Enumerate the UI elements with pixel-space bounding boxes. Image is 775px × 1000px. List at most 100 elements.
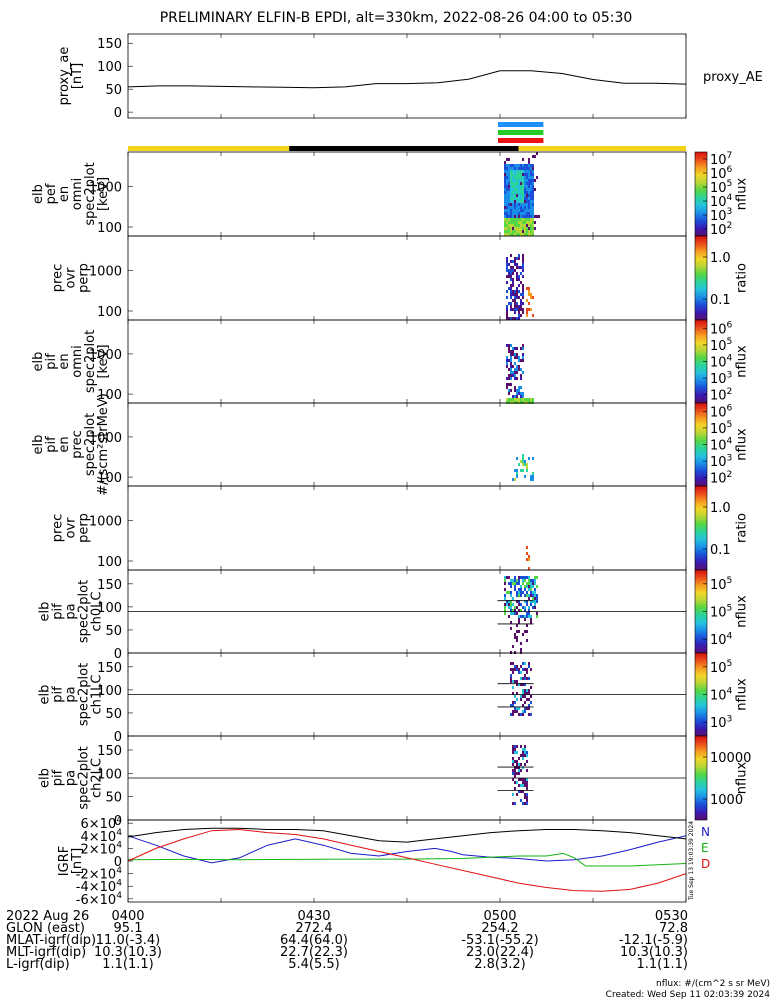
heatmap-cell [522, 173, 524, 176]
heatmap-cell [504, 167, 506, 170]
heatmap-cell [508, 603, 510, 606]
heatmap-cell [524, 677, 526, 680]
heatmap-cell [528, 212, 530, 215]
heatmap-cell [520, 281, 522, 284]
x-axis-row-label: MLT-igrf(dip) [6, 945, 86, 960]
heatmap-cell [524, 398, 526, 401]
y-tick-label: -2×104 [76, 866, 122, 883]
heatmap-cell [516, 582, 518, 585]
heatmap-cell [510, 627, 512, 630]
heatmap-cell [526, 185, 528, 188]
heatmap-cell [522, 188, 524, 191]
heatmap-cell [528, 185, 530, 188]
panel-frame [127, 402, 687, 487]
panel-proxy_ae: proxy_ae[nT] 0 50 100 150 proxy_AE [57, 33, 763, 121]
heatmap-cell [514, 194, 516, 197]
heatmap-cell [512, 167, 514, 170]
heatmap-cell [506, 215, 508, 218]
heatmap-cell [512, 748, 514, 751]
heatmap-cell [522, 221, 524, 224]
colorbar-tick-label: 104 [710, 687, 733, 704]
heatmap-cell [516, 356, 518, 359]
heatmap-cell [514, 299, 516, 302]
heatmap-cell [534, 588, 536, 591]
heatmap-cell [518, 683, 520, 686]
heatmap-cell [526, 230, 528, 233]
heatmap-cell [506, 224, 508, 227]
tick-base: 10 [710, 422, 727, 437]
heatmap-cell [518, 218, 520, 221]
heatmap-cell [522, 710, 524, 713]
tick-exponent: 5 [727, 659, 733, 669]
heatmap-cell [522, 233, 524, 236]
axis-label-line: perp [77, 263, 92, 293]
heatmap-cell [508, 191, 510, 194]
heatmap-cell [528, 555, 530, 558]
heatmap-cell [514, 374, 516, 377]
heatmap-cell [510, 359, 512, 362]
heatmap-cell [516, 227, 518, 230]
colorbar-tick-label: 103 [710, 207, 733, 224]
heatmap-cell [518, 290, 520, 293]
heatmap-cell [514, 772, 516, 775]
heatmap-cell [506, 221, 508, 224]
heatmap-cell [532, 221, 534, 224]
heatmap-cell [532, 579, 534, 582]
heatmap-cell [522, 197, 524, 200]
heatmap-cell [518, 772, 520, 775]
heatmap-cell [524, 793, 526, 796]
tick-exponent: 2 [727, 387, 733, 397]
colorbar [694, 151, 708, 237]
heatmap-cell [530, 194, 532, 197]
heatmap-cell [512, 671, 514, 674]
series-igrf-D [127, 828, 687, 892]
heatmap-cell [512, 209, 514, 212]
heatmap-cell [528, 227, 530, 230]
heatmap-cell [516, 278, 518, 281]
axis-label-line: pa [64, 686, 79, 702]
heatmap-cell [504, 179, 506, 182]
heatmap-cell [506, 164, 508, 167]
heatmap-cell [506, 206, 508, 209]
y-axis-label: IGRF[nT] [57, 846, 85, 876]
heatmap-cell [518, 778, 520, 781]
heatmap-cell [522, 576, 524, 579]
panel-frame [127, 151, 687, 237]
heatmap-cell [526, 698, 528, 701]
heatmap-cell [512, 179, 514, 182]
heatmap-cell [514, 748, 516, 751]
heatmap-cell [534, 582, 536, 585]
heatmap-cell [526, 197, 528, 200]
heatmap-cell [518, 769, 520, 772]
heatmap-cell [532, 230, 534, 233]
heatmap-cell [526, 624, 528, 627]
heatmap-cell [512, 582, 514, 585]
axis-label-line: ratio [735, 263, 750, 293]
x-axis-value: 2.8(3.2) [474, 957, 526, 972]
heatmap-cell [508, 188, 510, 191]
heatmap-cell [528, 188, 530, 191]
heatmap-cell [530, 296, 532, 299]
heatmap-cell [512, 272, 514, 275]
axis-label-line: elb [38, 685, 53, 705]
heatmap-cell [530, 233, 532, 236]
created-note: Created: Wed Sep 11 02:03:39 2024 [606, 990, 771, 1000]
heatmap-cell [518, 275, 520, 278]
axis-label-line: [nT] [70, 63, 85, 89]
heatmap-cell [512, 603, 514, 606]
heatmap-cell [524, 167, 526, 170]
y-tick-label: 100 [97, 684, 122, 699]
heatmap-cell [510, 612, 512, 615]
heatmap-cell [522, 689, 524, 692]
heatmap-cell [512, 347, 514, 350]
colorbar-label: nflux [735, 678, 750, 711]
heatmap-cell [522, 781, 524, 784]
heatmap-cell [512, 778, 514, 781]
heatmap-cell [508, 224, 510, 227]
heatmap-cell [514, 206, 516, 209]
heatmap-cell [508, 275, 510, 278]
heatmap-cell [506, 591, 508, 594]
colorbar-tick-label: 102 [710, 387, 732, 404]
heatmap-cell [518, 209, 520, 212]
chart-title: PRELIMINARY ELFIN-B EPDI, alt=330km, 202… [160, 10, 633, 26]
